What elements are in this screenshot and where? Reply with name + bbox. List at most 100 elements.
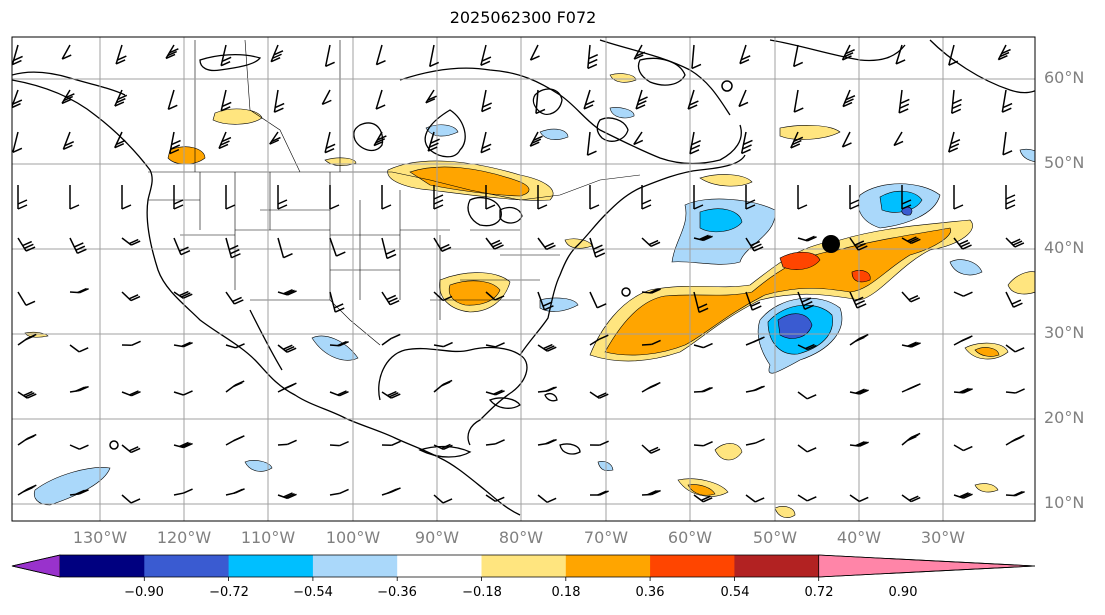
wind-barb-feather (231, 253, 241, 259)
wind-barb-feather (546, 346, 557, 352)
wind-barb-feather (900, 98, 910, 105)
wind-barb-feather (531, 138, 542, 144)
wind-barb-feather (545, 386, 555, 392)
wind-barb-feather (858, 496, 869, 503)
wind-barb-feather (232, 381, 243, 388)
wind-barb-feather (651, 288, 661, 294)
wind-barb (633, 131, 643, 145)
wind-barb-feather (441, 246, 452, 252)
colorbar-segment (397, 555, 482, 577)
lon-label-50w: 50°W (752, 528, 798, 547)
wind-barb-feather (375, 138, 386, 144)
wind-barb-feather (387, 390, 397, 397)
wind-barb-feather (232, 296, 242, 303)
wind-barb-feather (117, 55, 127, 61)
wind-barb (324, 131, 331, 153)
wind-barb-feather (179, 290, 189, 297)
wind-barb-feather (114, 101, 125, 107)
wind-barb (745, 442, 756, 446)
wind-barb (167, 89, 175, 110)
wind-barb (693, 291, 700, 313)
wind-barb-feather (1012, 240, 1023, 246)
wind-barb-feather (998, 54, 1008, 61)
wind-barb-feather (909, 237, 919, 243)
wind-barb (321, 89, 331, 105)
wind-barb-feather (585, 100, 595, 106)
wind-barb-feather (949, 143, 960, 149)
wind-barb-feather (650, 241, 661, 248)
wind-barb (114, 131, 123, 148)
wind-barb-feather (325, 143, 336, 150)
wind-barb-feather (1011, 299, 1022, 305)
wind-barb-feather (23, 390, 33, 397)
wind-barb-feather (999, 51, 1010, 58)
wind-barb (270, 44, 279, 63)
wind-barb-feather (855, 440, 865, 447)
wind-barb (1005, 344, 1016, 353)
wind-barb-feather (65, 93, 75, 99)
wind-barb-feather (910, 297, 921, 303)
wind-barb-feather (529, 141, 540, 147)
wind-barb (895, 44, 903, 65)
wind-barb-feather (594, 248, 604, 254)
wind-barb-feather (427, 95, 437, 101)
wind-barb-feather (130, 447, 141, 454)
wind-barb (115, 44, 123, 65)
wind-barb-feather (79, 444, 89, 450)
wind-barb-feather (806, 447, 817, 453)
wind-barb-feather (1014, 347, 1025, 353)
wind-barb-feather (180, 249, 191, 256)
wind-barb-feather (492, 242, 503, 248)
wind-barb-feather (797, 204, 808, 210)
wind-barb-feather (283, 344, 293, 350)
wind-barb-feather (599, 334, 609, 340)
lat-label-10n: 10°N (1044, 493, 1085, 512)
wind-barb-feather (183, 341, 193, 348)
wind-barb (635, 89, 643, 110)
wind-barb-feather (951, 103, 962, 110)
wind-barb (485, 291, 496, 301)
lon-label-80w: 80°W (498, 528, 544, 547)
wind-barb-feather (385, 249, 396, 255)
wind-barb-feather (283, 289, 293, 295)
wind-barb (797, 494, 808, 502)
wind-barb-feather (641, 199, 652, 205)
wind-barb-feather (336, 251, 346, 257)
wind-barb-feather (233, 488, 243, 494)
wind-barb-feather (907, 435, 917, 442)
wind-barb-feather (908, 295, 919, 301)
wind-barb-feather (443, 444, 453, 450)
wind-barb-feather (691, 140, 701, 146)
wind-barb-feather (391, 440, 401, 446)
wind-barb-feather (234, 299, 244, 305)
wind-barb (61, 89, 71, 104)
lon-label-40w: 40°W (836, 528, 882, 547)
wind-barb-feather (750, 240, 761, 247)
wind-barb (485, 494, 496, 502)
wind-barb (898, 89, 903, 114)
wind-barb-feather (25, 435, 35, 441)
wind-barb-feather (1013, 490, 1023, 497)
lon-label-130w: 130°W (72, 528, 128, 547)
wind-barb (953, 444, 964, 452)
wind-barb-feather (22, 240, 33, 247)
wind-barb-feather (117, 94, 128, 101)
wind-barb-feather (339, 391, 349, 397)
wind-barb-feather (859, 441, 869, 447)
wind-barb-feather (698, 307, 709, 314)
wind-barb-feather (752, 243, 762, 249)
wind-barb (480, 44, 487, 66)
wind-barb-feather (75, 489, 85, 496)
lon-label-110w: 110°W (240, 528, 296, 547)
wind-barb (953, 291, 964, 297)
wind-barb (114, 89, 123, 107)
wind-barb (324, 44, 331, 67)
wind-barb-feather (283, 384, 293, 390)
wind-barb-feather (181, 442, 191, 448)
wind-barb-feather (843, 52, 854, 58)
wind-barb-feather (960, 242, 971, 248)
lon-label-120w: 120°W (156, 528, 212, 547)
wind-barb-feather (1015, 388, 1025, 394)
wind-barb (745, 494, 756, 503)
wind-barb-feather (181, 341, 191, 347)
